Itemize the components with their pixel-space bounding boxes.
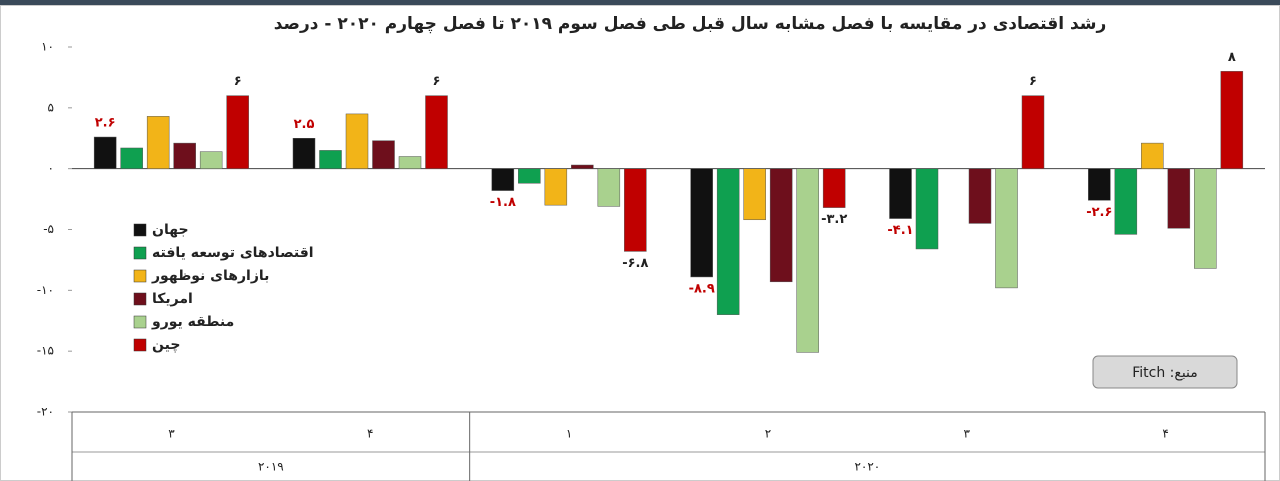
x-tick-label: ۳: [168, 427, 175, 441]
y-tick-label: -۱۵: [37, 344, 54, 358]
y-tick-label: ۱۰: [41, 40, 54, 54]
group-label: ۲۰۱۹: [258, 460, 284, 474]
value-label: -۸.۹: [689, 281, 715, 296]
bar: [199, 151, 223, 169]
x-tick-label: ۴: [367, 427, 373, 441]
value-label: ۸: [1228, 50, 1236, 65]
bar: [1220, 71, 1244, 169]
value-label: -۶.۸: [622, 256, 648, 271]
y-tick-label: -۵: [43, 222, 54, 236]
legend-swatch: [133, 246, 147, 260]
bar: [1167, 168, 1191, 229]
bar: [743, 168, 766, 221]
bar: [1021, 95, 1045, 169]
bar: [571, 164, 594, 169]
x-tick-label: ۴: [1162, 427, 1168, 441]
value-label: -۳.۲: [821, 212, 847, 227]
bar: [319, 150, 342, 169]
bar: [398, 156, 422, 169]
bar: [995, 168, 1018, 289]
bar: [822, 168, 846, 208]
bar: [120, 147, 143, 169]
bar: [1141, 142, 1164, 169]
x-tick-label: ۳: [964, 427, 971, 441]
value-label: -۴.۱: [887, 223, 913, 238]
value-label: ۶: [1029, 74, 1037, 89]
bar: [146, 116, 170, 169]
value-label: -۱.۸: [490, 195, 516, 210]
group-label: ۲۰۲۰: [854, 460, 880, 474]
legend-label: امریکا: [152, 291, 193, 307]
bar: [292, 138, 316, 169]
bar: [544, 168, 568, 206]
legend-label: بازارهای نوظهور: [151, 268, 269, 284]
legend-swatch: [133, 315, 147, 329]
x-tick-label: ۲: [765, 427, 771, 441]
legend-label: منطقه یورو: [151, 314, 234, 330]
y-tick-label: ۰: [48, 161, 54, 175]
legend-swatch: [133, 269, 147, 283]
y-tick-label: -۱۰: [37, 283, 54, 297]
y-tick-label: -۲۰: [37, 405, 54, 419]
bar: [372, 140, 395, 169]
value-label: ۲.۵: [294, 117, 315, 132]
bar: [1114, 168, 1138, 235]
source: منبع: Fitch: [1132, 365, 1198, 381]
bar: [690, 168, 713, 278]
bar: [915, 168, 939, 250]
legend-label: جهان: [152, 222, 189, 238]
bar: [518, 168, 541, 184]
bar: [889, 168, 912, 219]
bar: [491, 168, 515, 191]
bar: [968, 168, 992, 224]
x-tick-label: ۱: [566, 427, 572, 441]
y-tick-label: ۵: [48, 100, 54, 114]
value-label: ۲.۶: [95, 116, 116, 131]
bar: [93, 136, 117, 169]
legend-swatch: [133, 292, 147, 306]
bar: [597, 168, 621, 207]
source-box: [1092, 355, 1238, 389]
bar: [624, 168, 647, 252]
legend-swatch: [133, 223, 147, 237]
value-label: ۶: [234, 74, 242, 89]
legend-swatch: [133, 338, 147, 352]
bar: [769, 168, 793, 283]
bar: [226, 95, 249, 169]
value-label: ۶: [433, 74, 441, 89]
bar: [716, 168, 740, 315]
value-label: -۲.۶: [1086, 205, 1112, 220]
bar: [796, 168, 819, 353]
bar: [1088, 168, 1111, 201]
bar: [425, 95, 448, 169]
legend-label: اقتصادهای توسعه یافته: [152, 245, 314, 261]
legend-label: چین: [152, 337, 180, 353]
chart-title: رشد اقتصادی در مقایسه با فصل مشابه سال ق…: [274, 14, 1107, 34]
bar: [173, 142, 196, 169]
bar: [345, 113, 369, 169]
bar: [1194, 168, 1217, 269]
top-band: [0, 0, 1280, 5]
